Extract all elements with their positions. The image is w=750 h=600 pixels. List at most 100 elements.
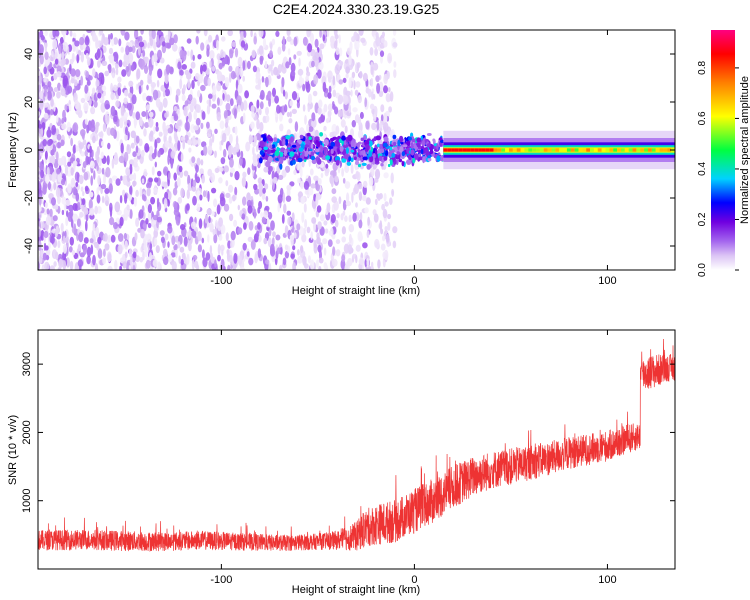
spectrogram-cell: [202, 64, 207, 72]
spectrogram-cell: [53, 87, 59, 93]
spectrogram-cell: [272, 231, 276, 238]
spectrogram-cell: [358, 191, 363, 202]
spectrogram-cell: [129, 186, 133, 195]
spectrogram-cell: [393, 69, 397, 79]
spectrogram-cell: [330, 137, 335, 142]
spectrogram-cell: [248, 257, 254, 266]
spectrogram-cell: [278, 264, 283, 270]
spectrogram-cell: [54, 52, 58, 60]
spectrogram-cell: [38, 75, 42, 85]
spectrogram-cell: [74, 145, 80, 152]
spectrogram-cell: [310, 259, 315, 270]
spectrogram-cell: [361, 150, 365, 155]
spectrogram-cell: [156, 79, 160, 88]
spectrogram-cell: [254, 253, 258, 264]
spectrogram-cell: [382, 208, 388, 219]
spectrogram-cell: [365, 197, 371, 205]
spectrogram-cell: [233, 108, 237, 119]
spectrogram-cell: [216, 204, 221, 215]
spectrogram-cell: [206, 104, 211, 115]
spectrogram-cell: [101, 167, 105, 175]
spectrogram-cell: [277, 194, 283, 204]
spectrogram-cell: [392, 30, 397, 36]
spectrogram-cell: [200, 122, 204, 130]
spectrogram-cell: [357, 148, 361, 153]
carrier-core: [443, 148, 448, 152]
carrier-core: [655, 148, 660, 152]
spectrogram-cell: [172, 187, 178, 196]
spectrogram-cell: [357, 163, 362, 168]
spectrogram-cell: [141, 111, 147, 117]
y-tick-label: -20: [23, 190, 35, 206]
spectrogram-cell: [345, 66, 350, 74]
spectrogram-cell: [197, 138, 201, 146]
spectrogram-cell: [95, 79, 100, 88]
spectrogram-cell: [148, 111, 154, 118]
spectrogram-cell: [97, 88, 102, 95]
spectrogram-cell: [369, 103, 375, 110]
spectrogram-cell: [44, 42, 47, 53]
spectrogram-cell: [296, 223, 301, 231]
spectrogram-cell: [144, 56, 149, 63]
spectrogram-cell: [146, 84, 149, 91]
spectrogram-cell: [86, 30, 92, 34]
spectrogram-cell: [211, 103, 217, 109]
spectrogram-cell: [95, 226, 100, 238]
spectrogram-cell: [218, 62, 223, 70]
spectrogram-cell: [149, 37, 154, 47]
spectrogram-cell: [139, 58, 145, 70]
spectrogram-cell: [187, 79, 191, 89]
spectrogram-cell: [383, 40, 388, 48]
spectrogram-cell: [261, 216, 267, 224]
spectrogram-cell: [150, 196, 156, 205]
spectrogram-cell: [95, 121, 100, 127]
snr-x-axis-label: Height of straight line (km): [292, 584, 420, 596]
spectrogram-cell: [143, 168, 148, 177]
spectrogram-cell: [427, 157, 432, 162]
y-tick-label: -40: [23, 238, 35, 254]
spectrogram-cell: [61, 155, 67, 166]
spectrogram-cell: [340, 213, 344, 221]
spectrogram-cell: [305, 75, 309, 82]
spectrogram-cell: [247, 236, 253, 242]
spectrogram-cell: [120, 142, 124, 154]
carrier-core: [462, 148, 467, 152]
spectrogram-cell: [258, 147, 262, 151]
spectrogram-cell: [242, 60, 246, 71]
spectrogram-cell: [361, 162, 367, 166]
spectrogram-cell: [219, 120, 225, 130]
spectrogram-cell: [382, 122, 389, 132]
spectrogram-cell: [163, 128, 169, 137]
spectrogram-cell: [375, 75, 380, 83]
colorbar-gradient: [711, 30, 735, 270]
spectrogram-cell: [158, 131, 163, 137]
spectrogram-cell: [47, 126, 51, 132]
spectrogram-cell: [378, 90, 384, 98]
spectrogram-cell: [139, 187, 143, 197]
spectrogram-cell: [170, 158, 174, 169]
spectrogram-cell: [250, 135, 254, 142]
spectrogram-cell: [134, 232, 138, 241]
spectrogram-cell: [131, 45, 136, 54]
spectrogram-cell: [323, 220, 328, 226]
spectrogram-cell: [310, 183, 316, 189]
spectrogram-cell: [191, 79, 195, 90]
spectrogram-cell: [39, 54, 44, 65]
x-tick-label: 0: [411, 275, 417, 287]
spectrogram-cell: [240, 101, 244, 112]
spectrogram-cell: [322, 34, 326, 42]
spectrogram-cell: [319, 132, 323, 137]
spectrogram-cell: [389, 159, 393, 166]
spectrogram-cell: [128, 92, 133, 99]
carrier-core: [640, 148, 645, 152]
spectrogram-cell: [114, 201, 121, 213]
spectrogram-cell: [225, 102, 231, 112]
spectrogram-cell: [123, 112, 129, 118]
spectrogram-cell: [186, 203, 190, 211]
spectrogram-cell: [153, 184, 158, 195]
spectrogram-cell: [275, 234, 281, 241]
spectrogram-cell: [427, 155, 432, 159]
spectrogram-cell: [302, 104, 306, 112]
spectrogram-cell: [293, 232, 297, 239]
spectrogram-cell: [103, 37, 109, 46]
